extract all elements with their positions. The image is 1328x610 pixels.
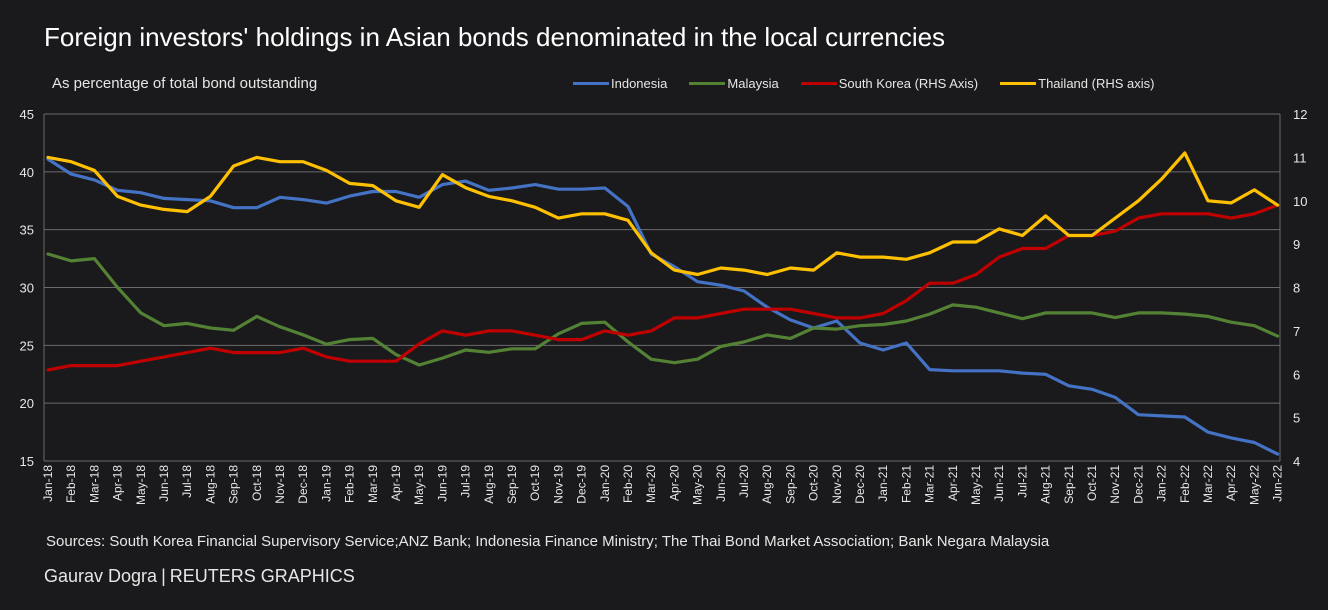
x-tick-label: Mar-22 [1201,465,1215,503]
y-right-tick-label: 10 [1293,194,1307,209]
y-right-tick-label: 11 [1293,150,1307,165]
x-tick-label: May-22 [1247,465,1261,505]
x-tick-label: Jun-21 [992,465,1006,502]
y-left-tick-label: 35 [20,223,34,238]
credit-org: REUTERS GRAPHICS [169,566,355,586]
legend-item-thailand: Thailand (RHS axis) [1000,76,1154,91]
x-tick-label: Aug-18 [203,465,217,504]
y-right-tick-label: 12 [1293,107,1307,122]
legend-label-malaysia: Malaysia [727,76,779,91]
x-tick-label: Jul-21 [1015,465,1029,498]
x-tick-label: Dec-21 [1131,465,1145,504]
sources-note: Sources: South Korea Financial Superviso… [46,533,1050,550]
x-tick-label: Jun-20 [714,465,728,502]
y-right-tick-label: 8 [1293,281,1300,296]
legend-swatch-south-korea [800,82,837,85]
x-tick-label: Jul-19 [459,465,473,498]
x-tick-label: Jan-21 [876,465,890,502]
x-tick-label: Dec-20 [853,465,867,504]
series-line-malaysia [46,252,1280,367]
x-tick-label: Apr-22 [1224,465,1238,501]
x-tick-label: Feb-18 [64,465,78,503]
x-tick-label: Mar-18 [87,465,101,503]
x-tick-label: Nov-21 [1108,465,1122,504]
x-tick-label: Feb-21 [899,465,913,503]
x-tick-label: Jul-20 [737,465,751,498]
x-tick-label: Oct-20 [807,465,821,501]
x-tick-label: Nov-18 [273,465,287,504]
x-tick-label: Sep-19 [505,465,519,504]
x-tick-label: Apr-21 [946,465,960,501]
x-tick-label: Aug-20 [760,465,774,504]
x-tick-label: Mar-20 [644,465,658,503]
legend: Indonesia Malaysia South Korea (RHS Axis… [573,76,1154,91]
x-tick-label: Jun-18 [157,465,171,502]
x-tick-label: Jun-19 [435,465,449,502]
y-left-tick-label: 45 [20,107,34,122]
y-left-tick-label: 15 [20,454,34,469]
credit-author: Gaurav Dogra [44,566,158,586]
chart-subtitle: As percentage of total bond outstanding [52,75,318,92]
y-right-tick-label: 5 [1293,411,1300,426]
legend-label-south-korea: South Korea (RHS Axis) [838,76,979,91]
y-left-tick-label: 30 [20,281,34,296]
y-right-tick-label: 6 [1293,367,1300,382]
x-tick-label: Nov-20 [830,465,844,504]
x-tick-label: Jan-19 [319,465,333,502]
y-left-tick-label: 20 [20,396,34,411]
credit-separator: | [161,566,166,586]
x-tick-label: Sep-18 [227,465,241,504]
legend-item-indonesia: Indonesia [573,76,667,91]
legend-item-malaysia: Malaysia [689,76,779,91]
x-tick-label: Aug-21 [1039,465,1053,504]
x-tick-label: Oct-21 [1085,465,1099,501]
series-line-indonesia [46,157,1280,456]
x-tick-label: Feb-19 [343,465,357,503]
x-tick-label: Dec-19 [575,465,589,504]
x-tick-label: Apr-20 [667,465,681,501]
x-tick-label: Oct-18 [250,465,264,501]
legend-swatch-indonesia [573,82,609,85]
x-tick-label: May-19 [412,465,426,505]
x-tick-label: Jan-20 [598,465,612,502]
x-tick-label: Oct-19 [528,465,542,501]
legend-item-south-korea: South Korea (RHS Axis) [800,76,979,91]
x-tick-label: Sep-20 [783,465,797,504]
legend-label-indonesia: Indonesia [611,76,668,91]
x-tick-label: Jul-18 [180,465,194,498]
x-tick-label: May-20 [691,465,705,505]
x-tick-label: Mar-19 [366,465,380,503]
x-tick-label: Dec-18 [296,465,310,504]
y-right-tick-label: 4 [1293,454,1300,469]
y-right-tick-label: 7 [1293,324,1300,339]
x-tick-label: Mar-21 [923,465,937,503]
x-tick-label: Feb-22 [1178,465,1192,503]
credit-line: Gaurav Dogra | REUTERS GRAPHICS [44,566,355,587]
x-tick-label: Aug-19 [482,465,496,504]
x-tick-label: May-21 [969,465,983,505]
y-right-tick-label: 9 [1293,237,1300,252]
x-tick-label: Apr-19 [389,465,403,501]
x-tick-label: Jun-22 [1271,465,1285,502]
x-tick-label: Jan-18 [41,465,55,502]
x-tick-label: Apr-18 [111,465,125,501]
y-left-tick-label: 25 [20,338,34,353]
x-tick-label: Feb-20 [621,465,635,503]
legend-label-thailand: Thailand (RHS axis) [1038,76,1155,91]
y-left-tick-label: 40 [20,165,34,180]
legend-swatch-malaysia [689,82,726,85]
x-tick-label: Jan-22 [1155,465,1169,502]
legend-swatch-thailand [1000,82,1037,85]
x-tick-label: May-18 [134,465,148,505]
series-line-thailand [46,151,1280,277]
x-tick-label: Sep-21 [1062,465,1076,504]
x-tick-label: Nov-19 [551,465,565,504]
chart-title: Foreign investors' holdings in Asian bon… [44,22,946,52]
